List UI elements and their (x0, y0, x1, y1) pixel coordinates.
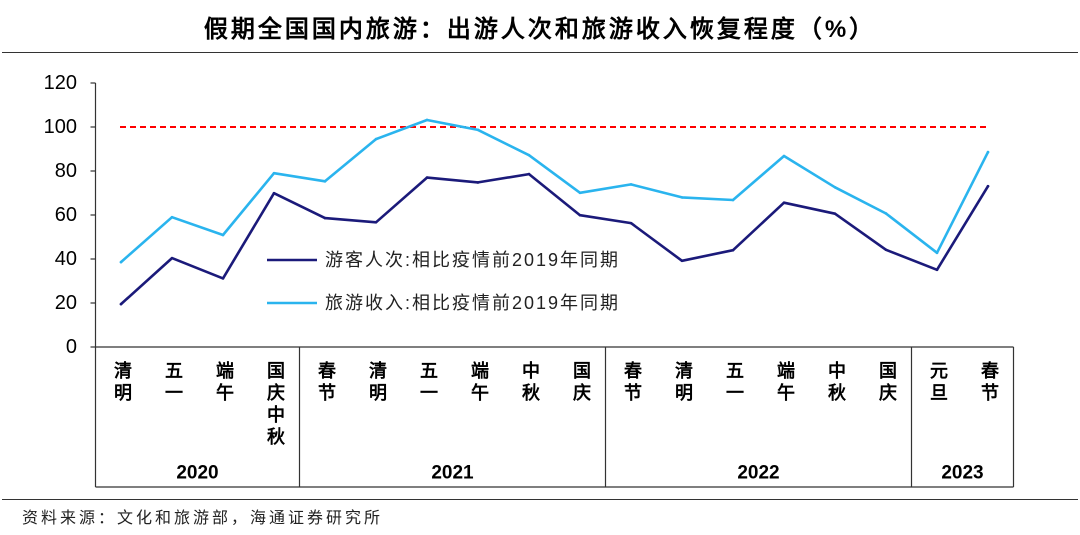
y-axis-ticks: 0 20 40 60 80 100 120 (44, 72, 96, 358)
series-group (119, 118, 990, 306)
x-category-label: 春节 (978, 361, 999, 405)
revenue-data-point (578, 191, 582, 195)
visitors-data-point (272, 191, 276, 195)
visitors-data-point (527, 172, 531, 176)
revenue-data-point (629, 183, 633, 186)
x-category-label: 五一 (723, 361, 744, 405)
title-divider (2, 52, 1078, 53)
visitors-data-point (476, 181, 480, 184)
visitors-series-line (119, 172, 990, 306)
y-tick-label: 0 (66, 336, 77, 358)
visitors-data-point (833, 212, 837, 215)
revenue-data-point (731, 198, 735, 202)
y-tick-label: 100 (44, 116, 77, 138)
revenue-data-point (221, 233, 225, 237)
x-category-label: 春节 (621, 361, 642, 405)
x-category-label: 春节 (315, 361, 336, 405)
revenue-data-point (476, 128, 480, 132)
visitors-data-point (170, 256, 174, 260)
x-category-label: 五一 (417, 361, 438, 405)
legend-label-revenue: 旅游收入:相比疫情前2019年同期 (325, 293, 620, 313)
revenue-data-point (374, 137, 378, 141)
visitors-data-point (782, 201, 786, 204)
legend-label-visitors: 游客人次:相比疫情前2019年同期 (325, 250, 620, 270)
revenue-data-point (170, 215, 174, 219)
y-tick-label: 120 (44, 72, 77, 94)
visitors-data-point (629, 221, 633, 225)
y-tick-label: 60 (55, 204, 77, 226)
x-category-label: 端午 (774, 361, 795, 405)
chart-title: 假期全国国内旅游：出游人次和旅游收入恢复程度（%） (203, 16, 877, 43)
x-category-label: 中秋 (825, 361, 846, 405)
x-category-label: 中秋 (519, 361, 540, 405)
axes (94, 83, 1015, 488)
x-group-label-2022: 2022 (737, 463, 779, 484)
revenue-data-point (833, 185, 837, 189)
source-divider (2, 499, 1078, 500)
visitors-data-point (374, 220, 378, 224)
x-category-label: 元旦 (927, 361, 948, 405)
x-category-label: 清明 (672, 361, 693, 405)
y-tick-label: 40 (55, 248, 77, 270)
source-note: 资料来源：文化和旅游部，海通证券研究所 (22, 510, 384, 527)
visitors-data-point (221, 277, 225, 280)
visitors-data-point (935, 268, 939, 272)
revenue-data-point (884, 212, 888, 215)
revenue-data-point (527, 153, 531, 157)
legend-item-visitors: 游客人次:相比疫情前2019年同期 (267, 250, 620, 270)
x-group-label-2020: 2020 (176, 463, 218, 484)
revenue-data-point (782, 154, 786, 158)
visitors-data-point (986, 184, 990, 188)
x-category-label: 清明 (111, 361, 132, 405)
y-tick-label: 80 (55, 160, 77, 182)
visitors-data-point (119, 302, 123, 306)
visitors-data-point (578, 213, 582, 217)
x-group-label-2023: 2023 (941, 463, 983, 484)
x-category-label: 端午 (468, 361, 489, 405)
revenue-data-point (425, 118, 429, 122)
visitors-data-point (323, 216, 327, 220)
x-category-label: 国庆 (876, 361, 897, 405)
revenue-data-point (986, 150, 990, 154)
legend: 游客人次:相比疫情前2019年同期 旅游收入:相比疫情前2019年同期 (267, 250, 620, 313)
x-axis-year-groups: 2020 2021 2022 2023 (176, 347, 984, 487)
revenue-data-point (323, 180, 327, 183)
x-category-label: 国庆 (570, 361, 591, 405)
x-category-label: 清明 (366, 361, 387, 405)
visitors-data-point (680, 259, 684, 263)
y-tick-label: 20 (55, 292, 77, 314)
visitors-data-point (425, 176, 429, 179)
revenue-series-line (119, 118, 990, 264)
x-category-label: 国庆中秋 (264, 361, 285, 449)
revenue-data-point (935, 251, 939, 255)
visitors-data-point (884, 248, 888, 252)
x-category-label: 端午 (213, 361, 234, 405)
x-category-label: 五一 (162, 361, 183, 405)
x-group-label-2021: 2021 (431, 463, 474, 484)
revenue-data-point (272, 171, 276, 175)
revenue-data-point (119, 260, 123, 264)
revenue-data-point (680, 196, 684, 199)
legend-item-revenue: 旅游收入:相比疫情前2019年同期 (267, 293, 620, 313)
visitors-data-point (731, 248, 735, 252)
